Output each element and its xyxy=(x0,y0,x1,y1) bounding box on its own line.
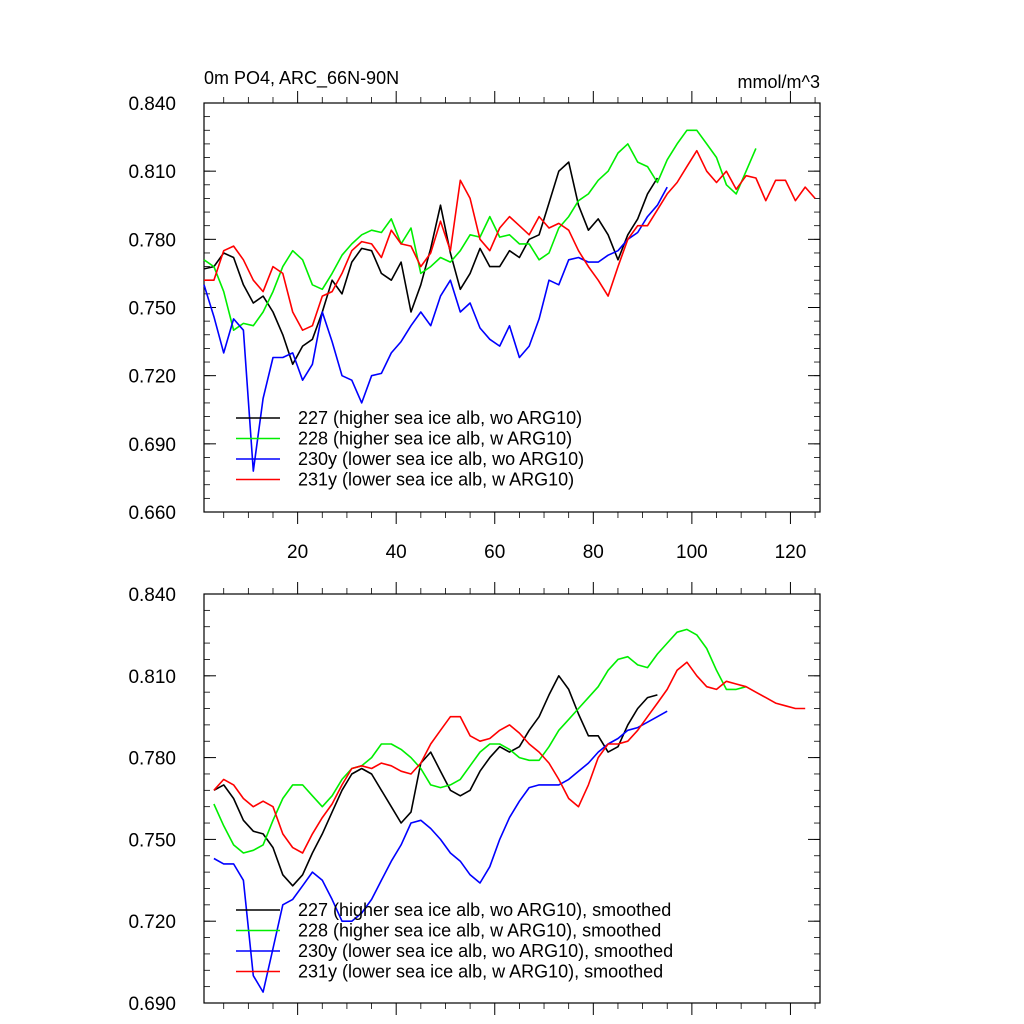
series-line-0 xyxy=(213,674,658,887)
x-tick-label: 100 xyxy=(676,542,708,563)
y-tick-label: 0.840 xyxy=(128,585,176,606)
x-tick-label: 120 xyxy=(775,542,807,563)
y-tick-label: 0.660 xyxy=(128,503,176,524)
x-tick-label: 80 xyxy=(583,542,604,563)
chart-units: mmol/m^3 xyxy=(738,72,820,92)
series-line-3 xyxy=(213,661,806,854)
series-line-1 xyxy=(213,628,747,854)
plot-frame-1 xyxy=(203,593,821,1004)
chart-title: 0m PO4, ARC_66N-90N xyxy=(204,68,399,89)
y-tick-label: 0.750 xyxy=(128,299,176,320)
x-tick-label: 20 xyxy=(287,542,308,563)
legend-label: 230y (lower sea ice alb, wo ARG10), smoo… xyxy=(298,941,673,961)
y-tick-label: 0.720 xyxy=(128,912,176,933)
y-tick-label: 0.750 xyxy=(128,830,176,851)
x-tick-label: 60 xyxy=(484,542,505,563)
x-tick-label: 40 xyxy=(386,542,407,563)
y-tick-label: 0.720 xyxy=(128,367,176,388)
legend-label: 228 (higher sea ice alb, w ARG10), smoot… xyxy=(298,921,661,941)
legend-label: 231y (lower sea ice alb, w ARG10), smoot… xyxy=(298,962,663,982)
legend-label: 228 (higher sea ice alb, w ARG10) xyxy=(298,429,572,449)
series-line-3 xyxy=(204,149,816,332)
y-tick-label: 0.690 xyxy=(128,435,176,456)
y-tick-label: 0.810 xyxy=(128,162,176,183)
series-line-2 xyxy=(213,710,668,993)
legend-label: 231y (lower sea ice alb, w ARG10) xyxy=(298,470,574,490)
y-tick-label: 0.840 xyxy=(128,94,176,115)
legend-label: 230y (lower sea ice alb, wo ARG10) xyxy=(298,449,584,469)
legend-label: 227 (higher sea ice alb, wo ARG10), smoo… xyxy=(298,900,671,920)
series-line-1 xyxy=(203,129,757,332)
y-tick-label: 0.780 xyxy=(128,749,176,770)
legend-label: 227 (higher sea ice alb, wo ARG10) xyxy=(298,408,582,428)
y-tick-label: 0.810 xyxy=(128,667,176,688)
series-line-2 xyxy=(203,186,668,472)
y-tick-label: 0.780 xyxy=(128,230,176,251)
series-line-0 xyxy=(203,161,659,366)
y-tick-label: 0.690 xyxy=(128,994,176,1015)
